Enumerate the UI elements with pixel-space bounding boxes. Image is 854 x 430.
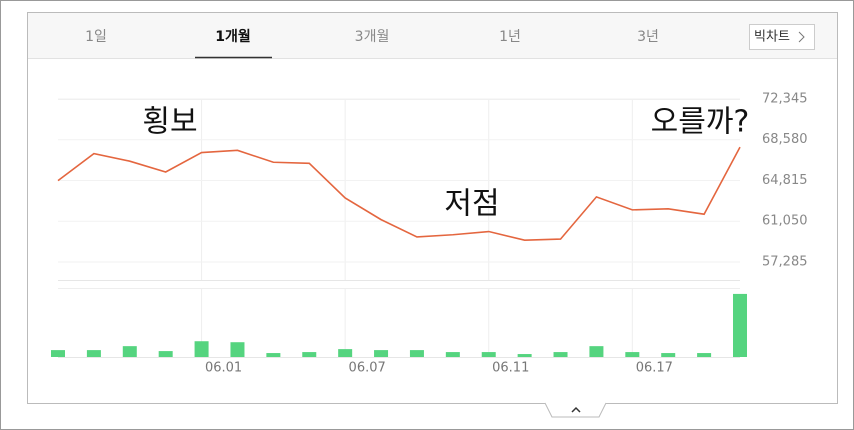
volume-bar — [409, 350, 424, 357]
x-tick-label: 06.17 — [636, 361, 673, 376]
tab[interactable]: 3년 — [637, 29, 659, 45]
chevron-right — [798, 31, 805, 43]
chevron-up — [571, 406, 581, 413]
tab-bar — [28, 13, 837, 58]
tab[interactable]: 1일 — [85, 29, 107, 45]
volume-bar — [86, 350, 101, 357]
big-chart-label[interactable]: 빅차트 — [754, 30, 790, 45]
tab[interactable]: 1개월 — [215, 28, 251, 45]
y-tick-label: 61,050 — [762, 214, 808, 229]
volume-bar — [697, 353, 712, 357]
volume-bar — [481, 352, 496, 357]
price-line — [57, 146, 741, 241]
big-chart-button[interactable] — [749, 24, 815, 50]
volume-bar — [158, 351, 173, 357]
volume-bar — [230, 342, 245, 357]
x-tick-label: 06.01 — [205, 361, 242, 376]
volume-bar — [661, 353, 676, 357]
volume-bar — [625, 352, 640, 357]
plot: 06.01 06.07 06.11 06.17 72,345 68,580 64,815 61… — [51, 92, 808, 376]
volume-bar — [122, 346, 137, 357]
volume-bar — [302, 352, 317, 357]
volume-bar — [553, 352, 568, 357]
y-tick-label: 68,580 — [762, 132, 808, 147]
volume-bar — [51, 350, 65, 357]
annotation: 횡보 — [142, 105, 197, 140]
y-tick-label: 57,285 — [762, 254, 808, 269]
volume-bar — [374, 350, 389, 357]
annotation: 오를까? — [651, 105, 750, 140]
volume-bar — [194, 341, 209, 357]
volume-bar — [266, 353, 281, 357]
annotation: 저점 — [444, 187, 499, 222]
volume-bar — [338, 349, 353, 357]
volume-bar — [589, 346, 604, 357]
y-tick-label: 64,815 — [762, 173, 808, 188]
tabs: 1일 1개월 3개월 1년 3년 — [85, 28, 659, 59]
panel-border — [27, 12, 838, 404]
x-tick-label: 06.11 — [492, 361, 529, 376]
collapse-tab[interactable] — [544, 402, 607, 418]
volume-bar — [517, 354, 532, 357]
tab[interactable]: 3개월 — [355, 29, 390, 45]
y-tick-label: 72,345 — [762, 92, 808, 107]
x-tick-label: 06.07 — [349, 361, 386, 376]
tab[interactable]: 1년 — [499, 29, 521, 45]
volume-bar — [445, 352, 460, 357]
volume-bar — [733, 293, 747, 357]
